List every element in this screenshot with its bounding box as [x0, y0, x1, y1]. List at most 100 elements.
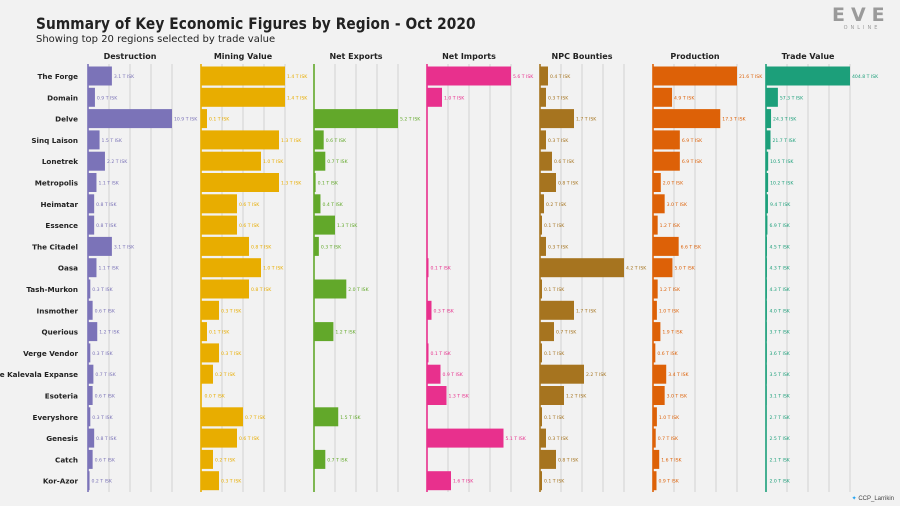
value-label: 0.1 T ISK	[431, 266, 452, 272]
bar	[314, 407, 339, 427]
value-label: 21.6 T ISK	[739, 74, 763, 80]
value-label: 0.1 T ISK	[544, 351, 565, 357]
bar	[314, 173, 316, 192]
bar	[201, 173, 279, 192]
value-label: 0.0 T ISK	[205, 394, 226, 400]
bar	[88, 151, 105, 171]
value-label: 0.7 T ISK	[556, 330, 577, 336]
bar	[201, 236, 249, 256]
value-label: 2.0 T ISK	[770, 479, 791, 485]
value-label: 1.2 T ISK	[566, 394, 587, 400]
value-label: 0.1 T ISK	[544, 287, 565, 293]
value-label: 0.3 T ISK	[92, 287, 113, 293]
value-label: 1.4 T ISK	[287, 95, 308, 101]
value-label: 1.3 T ISK	[281, 181, 302, 187]
bar	[653, 343, 656, 363]
bar	[314, 109, 398, 129]
region-label: Heimatar	[40, 200, 78, 209]
value-label: 3.1 T ISK	[770, 394, 791, 400]
value-label: 17.3 T ISK	[722, 117, 746, 123]
region-label: Lonetrek	[42, 157, 78, 166]
value-label: 3.4 T ISK	[668, 372, 689, 378]
bar	[653, 66, 737, 86]
value-label: 0.3 T ISK	[548, 244, 569, 250]
value-label: 3.6 T ISK	[770, 351, 791, 357]
value-label: 1.1 T ISK	[98, 266, 119, 272]
bar	[540, 215, 542, 235]
value-label: 0.6 T ISK	[95, 308, 116, 314]
bar	[653, 109, 721, 129]
bar	[540, 87, 546, 107]
region-label: Domain	[47, 93, 78, 102]
bar	[540, 322, 554, 342]
value-label: 1.0 T ISK	[263, 159, 284, 165]
bar	[88, 66, 112, 86]
bar	[314, 449, 326, 469]
value-label: 0.8 T ISK	[96, 223, 117, 229]
value-label: 1.7 T ISK	[576, 117, 597, 123]
bar	[427, 428, 504, 448]
value-label: 0.6 T ISK	[95, 457, 116, 463]
value-label: 0.6 T ISK	[657, 351, 678, 357]
bar	[653, 130, 680, 150]
bar	[766, 109, 772, 129]
bar	[201, 343, 219, 363]
value-label: 4.5 T ISK	[770, 244, 791, 250]
value-label: 3.7 T ISK	[770, 330, 791, 336]
bar	[653, 449, 660, 469]
bar	[201, 300, 219, 320]
value-label: 1.0 T ISK	[659, 415, 680, 421]
bar	[540, 449, 556, 469]
bar	[88, 87, 95, 107]
value-label: 2.1 T ISK	[770, 457, 791, 463]
bar	[88, 449, 93, 469]
bar	[653, 194, 665, 214]
bar	[314, 322, 334, 342]
value-label: 0.7 T ISK	[658, 436, 679, 442]
bar	[540, 151, 552, 171]
value-label: 6.9 T ISK	[770, 223, 791, 229]
panel-header: Net Imports	[442, 52, 496, 61]
value-label: 0.1 T ISK	[544, 479, 565, 485]
bar	[766, 364, 767, 384]
bar	[314, 130, 324, 150]
bar	[201, 428, 237, 448]
bar	[766, 300, 767, 320]
value-label: 2.7 T ISK	[770, 415, 791, 421]
value-label: 21.7 T ISK	[773, 138, 797, 144]
bar	[88, 109, 172, 129]
bar	[201, 322, 207, 342]
region-label: Essence	[45, 221, 78, 230]
bar	[766, 215, 768, 235]
bar	[766, 130, 771, 150]
bar	[653, 173, 661, 192]
value-label: 0.6 T ISK	[239, 436, 260, 442]
value-label: 1.1 T ISK	[98, 181, 119, 187]
region-label: Kor-Azor	[43, 477, 79, 486]
value-label: 3.5 T ISK	[770, 372, 791, 378]
bar	[201, 364, 213, 384]
value-label: 6.9 T ISK	[682, 159, 703, 165]
page-title: Summary of Key Economic Figures by Regio…	[36, 14, 476, 33]
region-label: Querious	[42, 328, 78, 337]
value-label: 1.2 T ISK	[335, 330, 356, 336]
bar	[427, 66, 511, 86]
bar	[314, 194, 321, 214]
value-label: 1.4 T ISK	[287, 74, 308, 80]
logo-wordmark: EVE	[832, 4, 891, 26]
value-label: 3.0 T ISK	[667, 394, 688, 400]
bar	[766, 173, 769, 192]
value-label: 0.4 T ISK	[550, 74, 571, 80]
bar	[201, 449, 213, 469]
bar	[201, 407, 243, 427]
bar	[88, 407, 91, 427]
bar	[653, 151, 680, 171]
bar	[766, 428, 767, 448]
value-label: 1.2 T ISK	[660, 223, 681, 229]
author-credit[interactable]: ✦ CCP_Larrikin	[852, 495, 894, 502]
bar	[201, 471, 219, 491]
value-label: 1.9 T ISK	[662, 330, 683, 336]
value-label: 0.6 T ISK	[239, 202, 260, 208]
value-label: 0.7 T ISK	[245, 415, 266, 421]
value-label: 0.3 T ISK	[221, 479, 242, 485]
